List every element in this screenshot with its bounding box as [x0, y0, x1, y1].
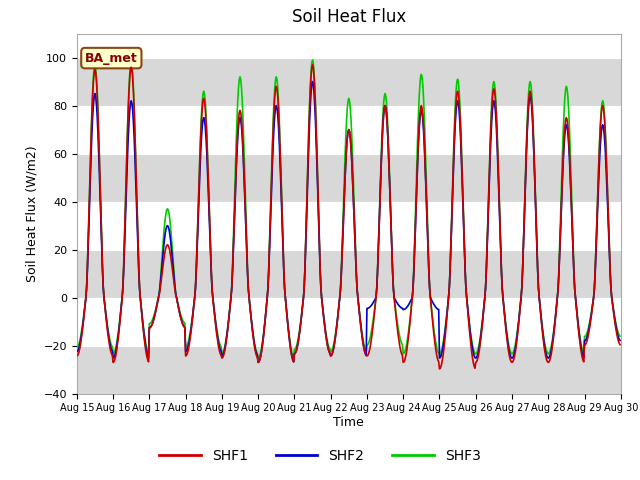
SHF2 [223, 336, 230, 342]
SHF1 [83, 284, 90, 290]
SHF1 [194, 224, 202, 230]
Bar [77, 154, 621, 202]
SHF1 [308, 62, 316, 68]
SHF3 [223, 335, 230, 340]
X-axis label: Time: Time [333, 416, 364, 429]
SHF3 [139, 316, 147, 322]
SHF1 [415, 124, 423, 130]
SHF3 [432, 339, 440, 345]
SHF2 [432, 304, 440, 310]
Bar [77, 346, 621, 394]
SHF2 [83, 285, 90, 291]
SHF2 [254, 360, 262, 365]
SHF1 [431, 340, 439, 346]
SHF3 [73, 344, 81, 350]
SHF1 [223, 337, 230, 343]
SHF3 [83, 284, 90, 289]
Bar [77, 58, 621, 106]
SHF1 [73, 353, 81, 359]
SHF2 [194, 231, 202, 237]
SHF3 [194, 222, 202, 228]
SHF2 [308, 79, 316, 84]
Line: SHF2: SHF2 [77, 82, 620, 362]
Line: SHF1: SHF1 [77, 65, 620, 369]
SHF3 [616, 333, 624, 339]
SHF3 [254, 355, 262, 361]
Legend: SHF1, SHF2, SHF3: SHF1, SHF2, SHF3 [154, 443, 486, 468]
Text: BA_met: BA_met [85, 51, 138, 65]
SHF2 [616, 337, 624, 343]
Bar [77, 250, 621, 298]
SHF1 [616, 342, 624, 348]
SHF3 [308, 57, 316, 63]
SHF2 [416, 117, 424, 123]
Line: SHF3: SHF3 [77, 60, 620, 358]
Title: Soil Heat Flux: Soil Heat Flux [292, 9, 406, 26]
SHF1 [139, 320, 147, 325]
SHF3 [416, 83, 424, 89]
SHF2 [73, 348, 81, 354]
SHF2 [139, 318, 147, 324]
SHF1 [436, 366, 444, 372]
Y-axis label: Soil Heat Flux (W/m2): Soil Heat Flux (W/m2) [25, 145, 38, 282]
